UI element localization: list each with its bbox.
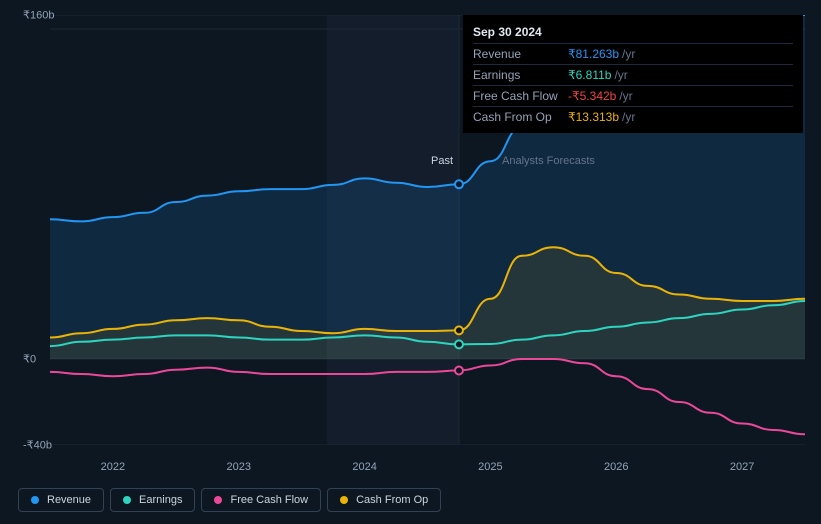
x-axis-label: 2026	[604, 461, 628, 473]
legend-item-free-cash-flow[interactable]: Free Cash Flow	[201, 488, 321, 512]
tooltip-suffix: /yr	[622, 110, 635, 124]
tooltip-row: Cash From Op₹13.313b/yr	[473, 106, 793, 127]
x-axis-label: 2024	[352, 461, 376, 473]
data-tooltip: Sep 30 2024 Revenue₹81.263b/yrEarnings₹6…	[463, 15, 803, 133]
legend-dot-icon	[31, 496, 39, 504]
tooltip-metric-value: ₹81.263b	[568, 47, 619, 61]
y-axis-label: ₹0	[23, 353, 36, 366]
tooltip-metric-value: -₹5.342b	[568, 89, 616, 103]
legend-dot-icon	[123, 496, 131, 504]
legend-dot-icon	[214, 496, 222, 504]
tooltip-metric-value: ₹13.313b	[568, 110, 619, 124]
legend-label: Revenue	[47, 494, 91, 506]
tooltip-metric-label: Free Cash Flow	[473, 89, 568, 103]
y-axis-label: -₹40b	[23, 439, 52, 452]
tooltip-suffix: /yr	[619, 89, 632, 103]
tooltip-row: Earnings₹6.811b/yr	[473, 64, 793, 85]
x-axis-label: 2025	[478, 461, 502, 473]
legend-item-cash-from-op[interactable]: Cash From Op	[327, 488, 441, 512]
past-label: Past	[431, 155, 453, 167]
legend-item-revenue[interactable]: Revenue	[18, 488, 104, 512]
tooltip-row: Free Cash Flow-₹5.342b/yr	[473, 85, 793, 106]
tooltip-metric-value: ₹6.811b	[568, 68, 611, 82]
legend-label: Free Cash Flow	[230, 494, 308, 506]
tooltip-suffix: /yr	[614, 68, 627, 82]
legend-item-earnings[interactable]: Earnings	[110, 488, 195, 512]
legend-dot-icon	[340, 496, 348, 504]
tooltip-metric-label: Revenue	[473, 47, 568, 61]
tooltip-metric-label: Cash From Op	[473, 110, 568, 124]
y-axis-label: ₹160b	[23, 9, 54, 22]
tooltip-row: Revenue₹81.263b/yr	[473, 43, 793, 64]
tooltip-suffix: /yr	[622, 47, 635, 61]
chart-legend: Revenue Earnings Free Cash Flow Cash From O…	[18, 488, 441, 512]
legend-label: Cash From Op	[356, 494, 428, 506]
legend-label: Earnings	[139, 494, 182, 506]
tooltip-metric-label: Earnings	[473, 68, 568, 82]
x-axis-label: 2022	[101, 461, 125, 473]
forecast-label: Analysts Forecasts	[502, 155, 595, 167]
x-axis-label: 2027	[730, 461, 754, 473]
tooltip-date: Sep 30 2024	[473, 21, 793, 43]
x-axis-label: 2023	[227, 461, 251, 473]
